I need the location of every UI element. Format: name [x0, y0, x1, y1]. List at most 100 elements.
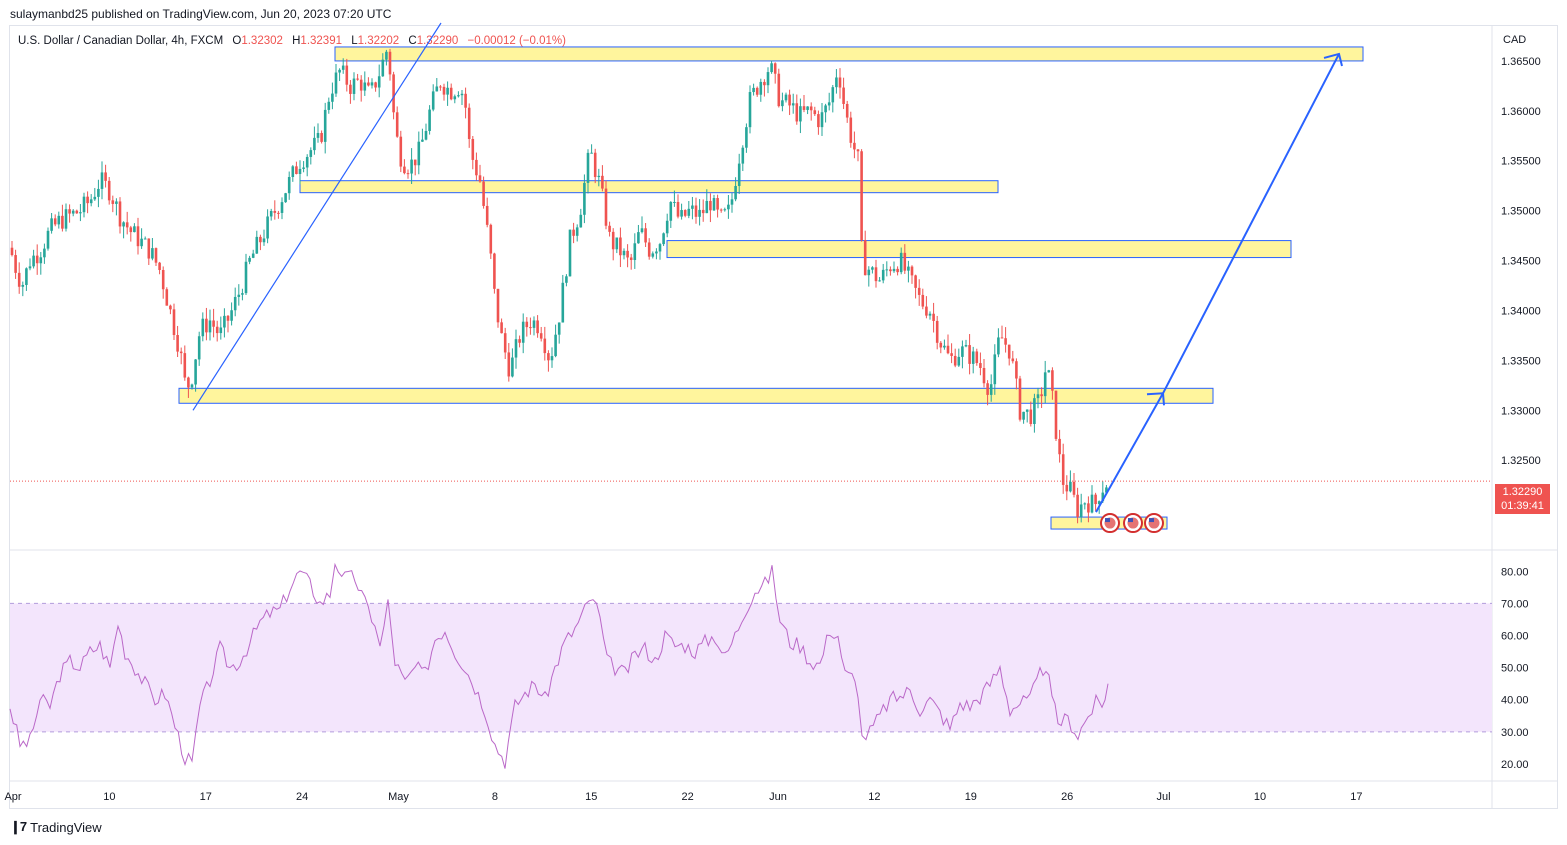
high-label: H: [292, 35, 301, 47]
candle-body: [320, 132, 323, 142]
candle-body: [1097, 501, 1101, 505]
candle-body: [1076, 494, 1079, 517]
candle-body: [46, 230, 50, 249]
candle-body: [1036, 394, 1040, 399]
candle-body: [35, 255, 39, 264]
candle-body: [748, 92, 752, 128]
candle-body: [230, 310, 233, 321]
symbol-title[interactable]: U.S. Dollar / Canadian Dollar, 4h, FXCM: [18, 35, 224, 47]
candle-body: [957, 356, 961, 366]
candle-body: [874, 267, 878, 282]
candle-body: [755, 87, 759, 95]
rsi-band: [10, 603, 1492, 732]
candle-body: [777, 73, 781, 107]
candle-body: [478, 175, 482, 182]
candle-body: [813, 110, 817, 115]
candle-body: [968, 345, 971, 364]
candle-body: [1083, 503, 1087, 505]
candle-body: [831, 87, 835, 103]
candle-body: [550, 356, 554, 361]
candle-body: [457, 95, 460, 97]
time-tick-label: 8: [492, 791, 498, 803]
candle-body: [723, 209, 727, 211]
candle-body: [608, 225, 611, 232]
currency-label: CAD: [1503, 34, 1527, 46]
candle-body: [169, 305, 172, 310]
time-tick-label: 19: [965, 791, 977, 803]
footer-brand[interactable]: ❙7 TradingView: [10, 819, 102, 835]
change-value: −0.00012 (−0.01%): [467, 35, 566, 47]
candle-body: [651, 253, 655, 257]
candle-body: [201, 318, 205, 337]
candle-body: [885, 269, 889, 271]
candle-body: [597, 175, 601, 178]
candle-body: [21, 284, 25, 287]
chart-frame[interactable]: [9, 25, 1558, 809]
candle-body: [752, 87, 755, 93]
candle-body: [1047, 370, 1051, 373]
candle-body: [845, 103, 849, 118]
candle-body: [71, 210, 75, 214]
candle-body: [860, 151, 863, 241]
candle-body: [986, 383, 989, 395]
candle-body: [302, 167, 305, 169]
price-tick-label: 1.36000: [1501, 106, 1541, 118]
candle-body: [935, 320, 939, 343]
candle-body: [590, 152, 593, 154]
candle-body: [791, 103, 795, 106]
time-tick-label: 12: [868, 791, 880, 803]
candle-body: [136, 226, 140, 247]
candle-body: [586, 152, 590, 183]
candle-body: [536, 320, 539, 334]
candle-body: [644, 228, 647, 243]
price-tick-label: 1.33000: [1501, 405, 1541, 417]
candle-body: [86, 196, 89, 204]
candle-body: [385, 51, 388, 60]
candle-body: [403, 166, 406, 174]
candle-body: [424, 130, 428, 140]
candle-body: [529, 327, 532, 329]
last-price-value: 1.32290: [1502, 486, 1543, 498]
candle-body: [946, 345, 950, 354]
sr-zone: [299, 180, 999, 194]
symbol-legend: U.S. Dollar / Canadian Dollar, 4h, FXCM …: [18, 35, 566, 47]
candle-body: [53, 218, 57, 225]
candle-body: [773, 63, 777, 74]
candle-body: [75, 210, 79, 214]
candle-body: [467, 107, 471, 140]
candle-body: [129, 227, 133, 233]
candle-body: [284, 193, 287, 203]
candle-body: [1011, 358, 1015, 362]
candle-body: [406, 173, 410, 175]
candle-body: [345, 65, 349, 85]
candle-body: [626, 250, 629, 258]
candle-body: [363, 82, 367, 91]
time-tick-label: 10: [1254, 791, 1266, 803]
time-tick-label: Jun: [769, 791, 787, 803]
us-flag-event-icon: [1123, 513, 1143, 534]
candle-body: [219, 327, 223, 334]
time-tick-label: 17: [200, 791, 212, 803]
candle-body: [784, 94, 788, 101]
candle-body: [1007, 344, 1011, 359]
candle-body: [1029, 409, 1033, 425]
candle-body: [464, 93, 467, 108]
candle-body: [673, 201, 676, 203]
candle-body: [327, 101, 331, 110]
candle-body: [251, 253, 255, 258]
candle-body: [212, 320, 215, 327]
price-tick-label: 1.36500: [1501, 56, 1541, 68]
candle-body: [676, 201, 680, 217]
candle-body: [799, 106, 802, 122]
candle-body: [842, 87, 845, 104]
candle-body: [179, 351, 183, 354]
candle-body: [68, 209, 71, 214]
candle-body: [781, 100, 784, 107]
candle-body: [341, 65, 345, 70]
candle-body: [701, 209, 705, 214]
candle-body: [572, 229, 575, 236]
candle-body: [151, 248, 154, 259]
candle-body: [388, 51, 392, 75]
candle-body: [1087, 503, 1090, 513]
